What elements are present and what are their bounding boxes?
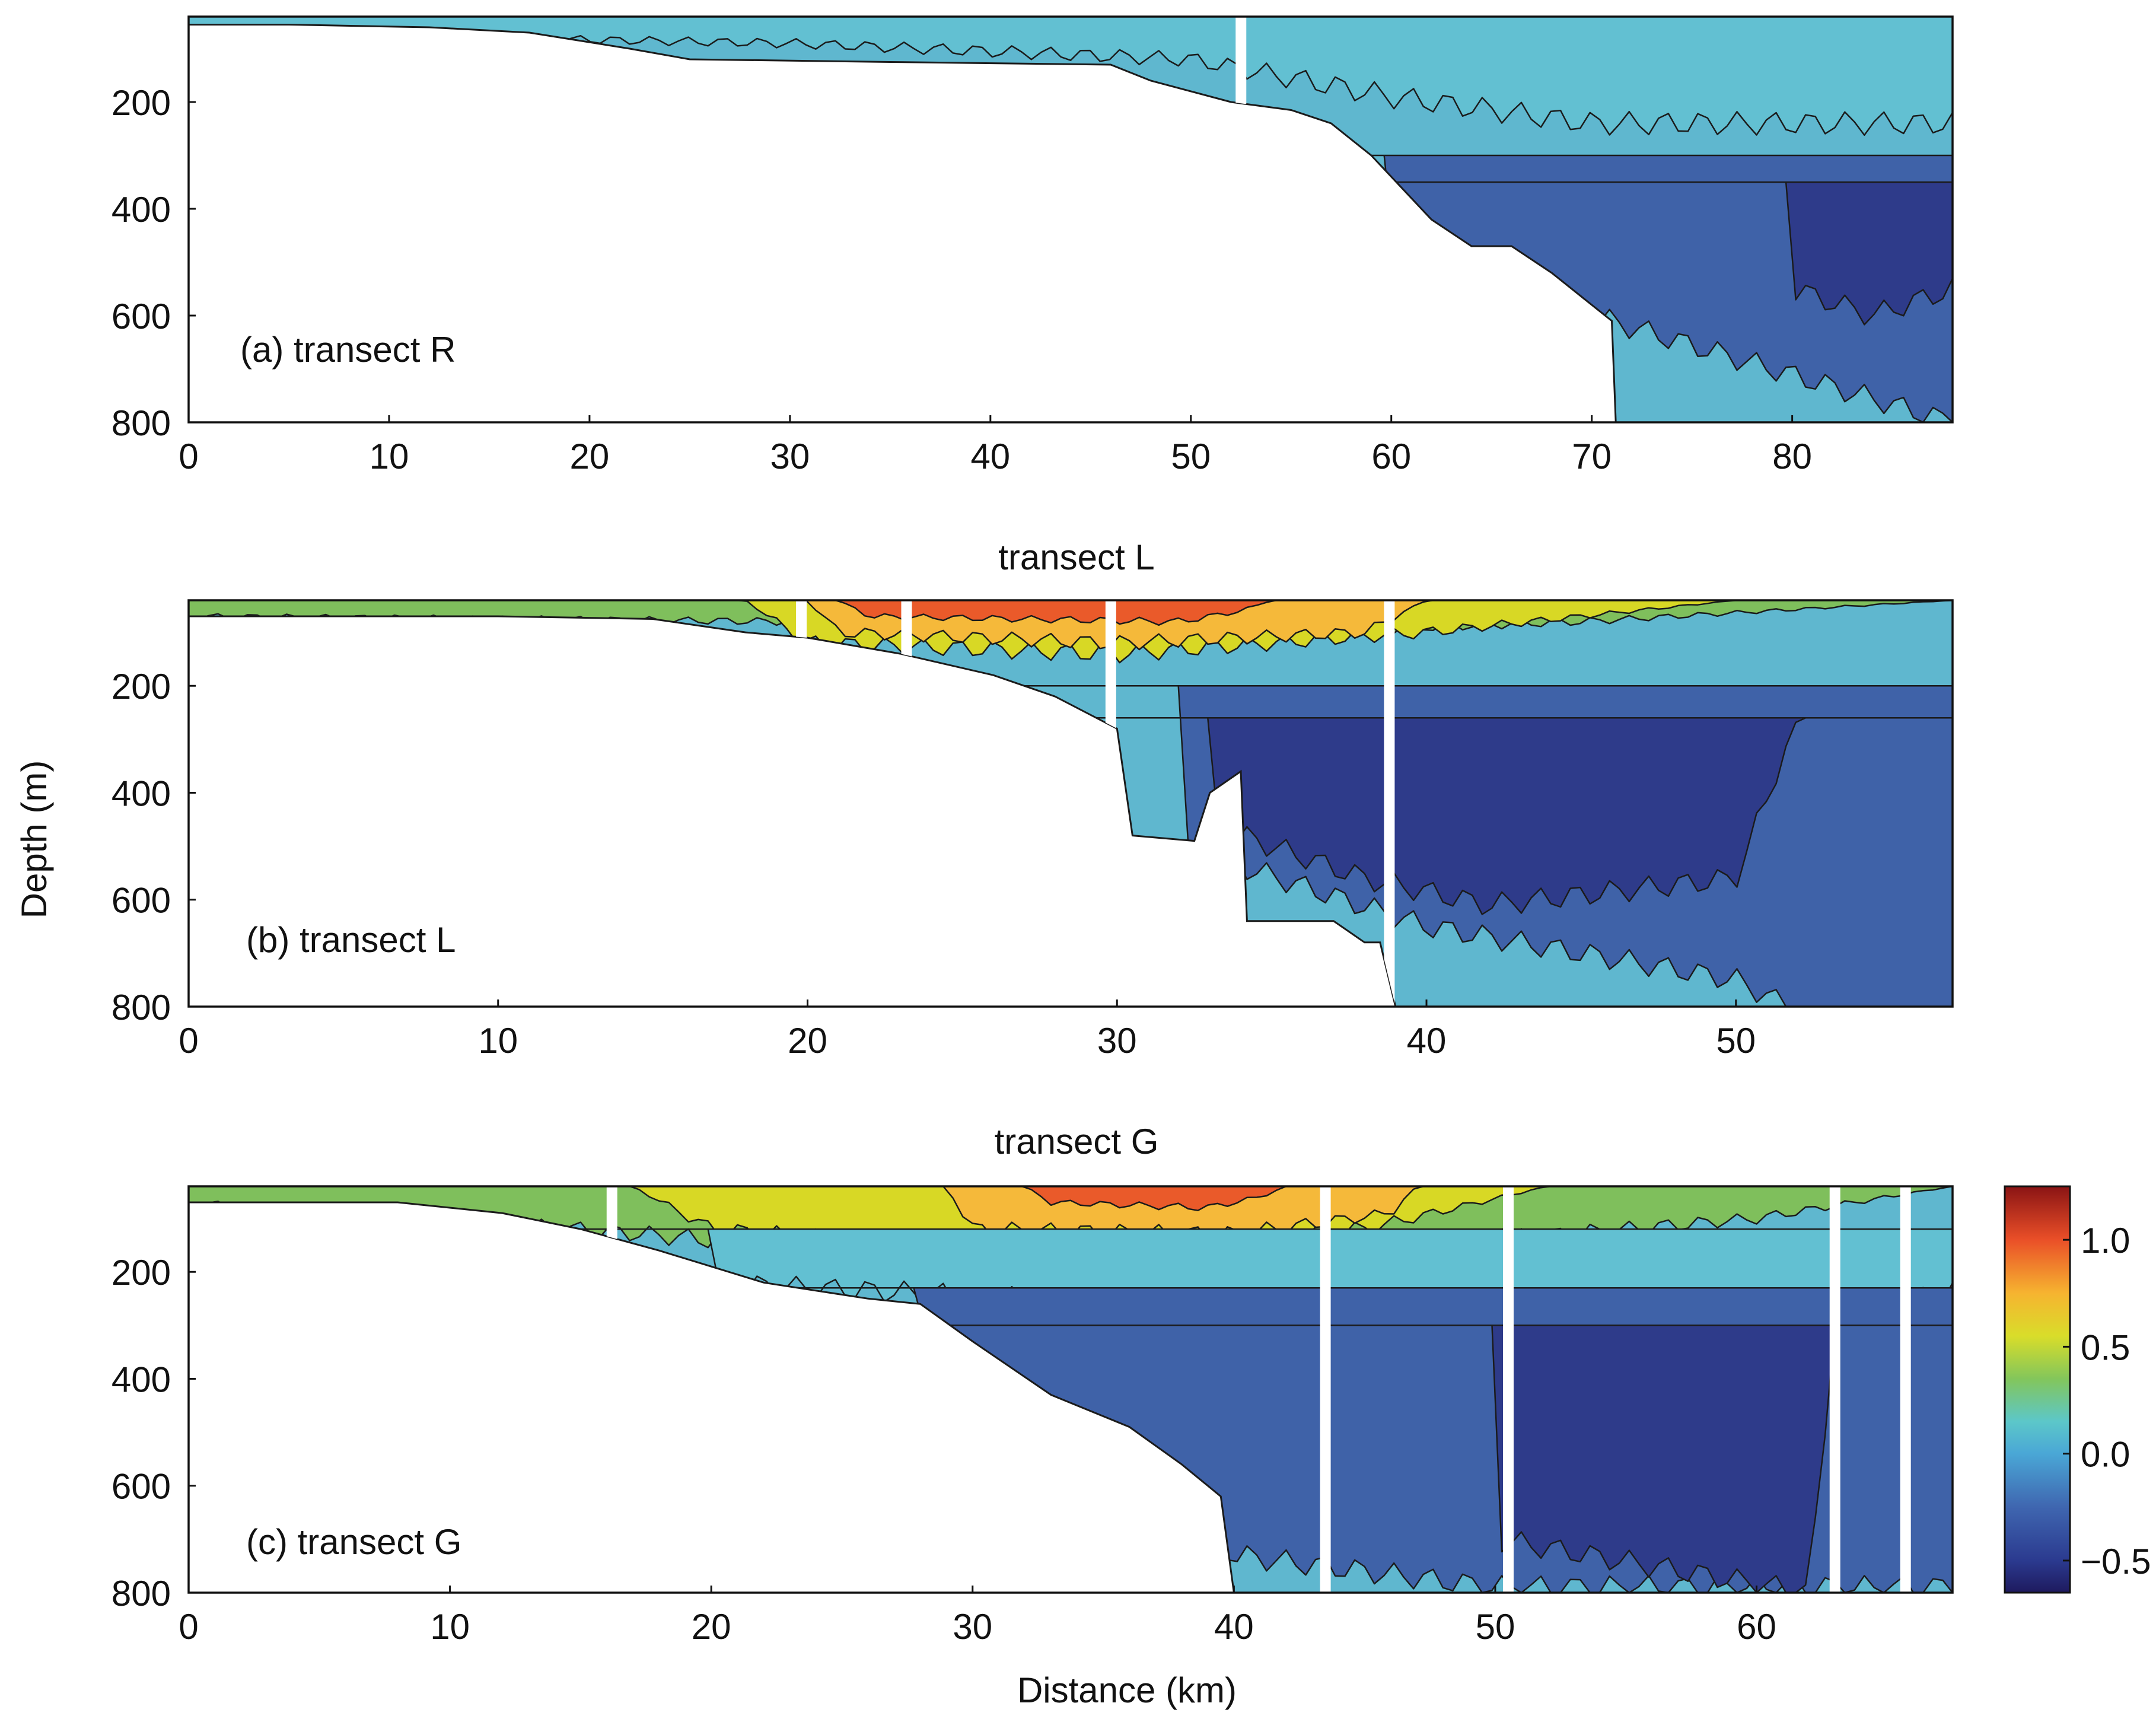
x-tick-label: 0 <box>179 1021 198 1061</box>
bathymetry-line <box>189 1201 1235 1593</box>
colorbar-tick-label: 0.5 <box>2081 1328 2130 1367</box>
data-gap <box>901 600 912 1007</box>
y-tick-label: 400 <box>112 1360 171 1399</box>
bathymetry-line <box>189 615 1397 1007</box>
data-gap <box>1900 1186 1911 1593</box>
data-gap <box>1320 1186 1331 1593</box>
x-axis-label: Distance (km) <box>1017 1670 1237 1710</box>
y-tick-label: 400 <box>112 773 171 813</box>
x-tick-label: 80 <box>1772 437 1812 476</box>
x-tick-label: 20 <box>692 1607 731 1647</box>
x-tick-label: 50 <box>1476 1607 1515 1647</box>
x-tick-label: 10 <box>370 437 409 476</box>
y-tick-label: 800 <box>112 1574 171 1613</box>
x-tick-label: 50 <box>1716 1021 1756 1061</box>
contour-band-0_75_1_0 <box>189 1186 1953 1242</box>
plot-area: 0 10 20 30 40 50 200 400 600 800 <box>112 599 1954 1061</box>
data-gap <box>1235 17 1247 422</box>
panel-title: transect L <box>998 537 1154 577</box>
data-gap <box>796 600 807 1007</box>
y-tick-label: 800 <box>112 988 171 1027</box>
data-gap <box>1384 600 1395 1007</box>
y-tick-label: 200 <box>112 1253 171 1293</box>
x-tick-label: 30 <box>1097 1021 1137 1061</box>
colorbar-ticks: 1.0 0.5 0.0 −0.5 <box>2063 1221 2151 1581</box>
axes-frame <box>187 1185 1954 1594</box>
y-tick-label: 800 <box>112 403 171 443</box>
x-tick-label: 20 <box>788 1021 827 1061</box>
x-tick-label: 40 <box>970 437 1010 476</box>
data-gap <box>606 1186 617 1593</box>
x-tick-label: 0 <box>179 1607 198 1647</box>
colorbar: 1.0 0.5 0.0 −0.5 <box>2004 1185 2151 1594</box>
contour-band-1_0_1_25 <box>189 1186 1953 1211</box>
x-tick-label: 30 <box>953 1607 992 1647</box>
colorbar-tick-label: 0.0 <box>2081 1435 2130 1475</box>
data-gap <box>1829 1186 1840 1593</box>
panel-label: (b) transect L <box>246 920 456 960</box>
y-tick-label: 200 <box>112 83 171 123</box>
x-tick-label: 40 <box>1407 1021 1447 1061</box>
plot-area: 0 10 20 30 40 50 60 70 80 200 400 600 800 <box>112 15 1954 476</box>
x-tick-label: 20 <box>570 437 610 476</box>
colorbar-tick-label: 1.0 <box>2081 1221 2130 1260</box>
axes-frame <box>187 15 1954 424</box>
x-tick-label: 40 <box>1214 1607 1254 1647</box>
data-gap <box>1105 600 1116 1007</box>
x-tick-label: 50 <box>1171 437 1211 476</box>
y-tick-label: 600 <box>112 1467 171 1507</box>
panel-transect-l: transect L 0 10 20 30 40 50 200 400 600 800 (b) t… <box>112 537 1954 1061</box>
panel-title: transect G <box>995 1122 1159 1161</box>
colorbar-gradient <box>2004 1185 2071 1594</box>
y-tick-label: 600 <box>112 881 171 921</box>
y-axis-label: Depth (m) <box>14 760 54 919</box>
bathymetry-line <box>189 24 1617 423</box>
panel-transect-g: transect G 0 10 20 30 40 50 60 200 400 600 800 (c)… <box>112 1122 1954 1647</box>
plot-area: 0 10 20 30 40 50 60 200 400 600 800 <box>112 1185 1954 1647</box>
contour-band-0_0_0_25 <box>189 17 1953 136</box>
x-tick-label: 0 <box>179 437 198 476</box>
colorbar-tick-label: −0.5 <box>2081 1542 2151 1581</box>
contour-band-1_0_1_25 <box>189 600 1953 626</box>
axes-frame <box>187 599 1954 1008</box>
y-tick-label: 200 <box>112 667 171 706</box>
x-tick-label: 60 <box>1737 1607 1776 1647</box>
x-tick-label: 10 <box>478 1021 518 1061</box>
contour-band-0_75_1_0 <box>189 600 1953 651</box>
y-tick-label: 600 <box>112 297 171 336</box>
x-tick-label: 60 <box>1371 437 1411 476</box>
panel-transect-r: 0 10 20 30 40 50 60 70 80 200 400 600 800 (a) transe… <box>112 15 1954 476</box>
panel-label: (c) transect G <box>246 1522 461 1562</box>
x-tick-label: 30 <box>770 437 810 476</box>
panel-label: (a) transect R <box>240 330 456 370</box>
data-gap <box>1502 1186 1514 1593</box>
x-tick-label: 70 <box>1572 437 1612 476</box>
x-tick-label: 10 <box>430 1607 470 1647</box>
y-tick-label: 400 <box>112 190 171 230</box>
